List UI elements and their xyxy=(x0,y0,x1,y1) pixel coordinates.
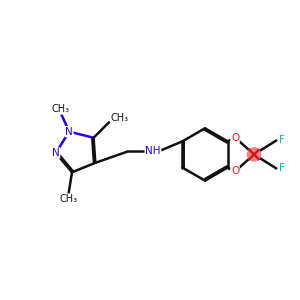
Text: CH₃: CH₃ xyxy=(52,104,70,114)
Text: F: F xyxy=(279,164,285,173)
Text: NH: NH xyxy=(145,146,161,157)
Text: CH₃: CH₃ xyxy=(110,113,129,123)
Text: F: F xyxy=(279,136,285,146)
Text: O: O xyxy=(231,167,239,176)
Text: CH₃: CH₃ xyxy=(59,194,77,204)
Text: O: O xyxy=(231,133,239,142)
Circle shape xyxy=(248,148,261,161)
Text: N: N xyxy=(52,148,60,158)
Text: N: N xyxy=(65,127,73,136)
